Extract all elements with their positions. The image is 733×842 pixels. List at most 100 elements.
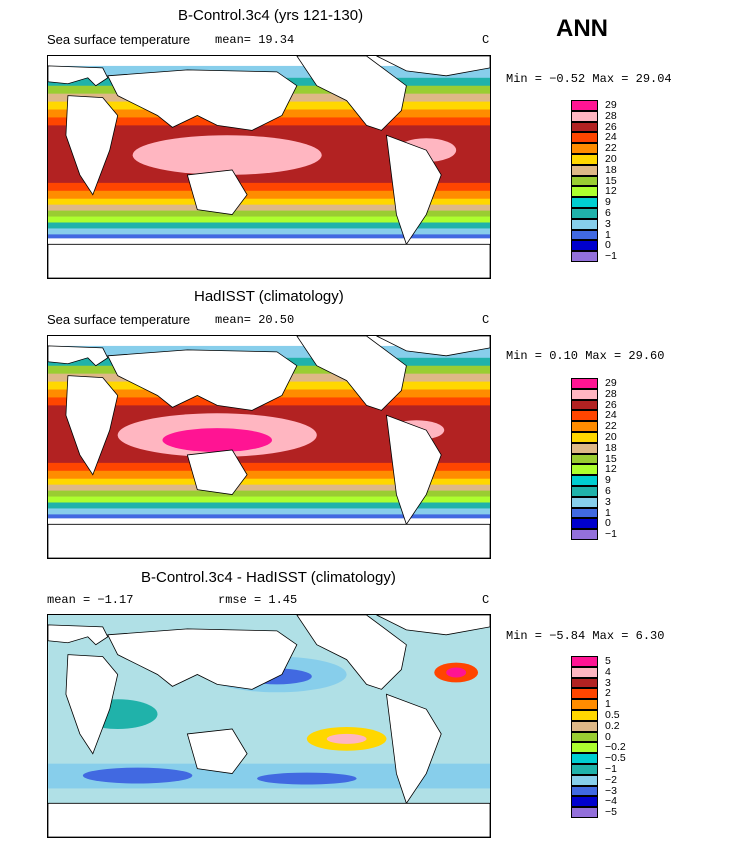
colorbar-label: 20: [605, 153, 617, 165]
colorbar-swatch: [571, 453, 598, 465]
colorbar-swatch: [571, 143, 598, 154]
colorbar-swatch: [571, 529, 598, 540]
panel1-title: B-Control.3c4 (yrs 121-130): [178, 7, 364, 24]
colorbar-swatch: [571, 240, 598, 252]
colorbar-label: 3: [605, 217, 611, 230]
colorbar-swatch: [571, 710, 598, 721]
season-label: ANN: [556, 15, 608, 42]
colorbar-label: 26: [605, 120, 617, 133]
colorbar-label: 9: [605, 474, 611, 487]
colorbar-label: −5: [605, 806, 617, 819]
panel2-title: HadISST (climatology): [194, 288, 344, 305]
colorbar-swatch: [571, 507, 598, 519]
colorbar-swatch: [571, 764, 598, 775]
colorbar-label: 26: [605, 398, 617, 411]
colorbar-label: 3: [605, 676, 611, 689]
colorbar-label: 3: [605, 495, 611, 508]
colorbar-label: 12: [605, 185, 617, 198]
colorbar-label: 20: [605, 431, 617, 443]
colorbar-label: 24: [605, 409, 617, 422]
panel2-variable-label: Sea surface temperature: [47, 312, 191, 327]
colorbar-swatch: [571, 421, 598, 432]
colorbar-label: −1: [605, 763, 617, 775]
colorbar-label: 22: [605, 142, 617, 155]
colorbar-swatch: [571, 154, 598, 165]
colorbar-swatch: [571, 720, 598, 732]
colorbar-swatch: [571, 688, 598, 700]
panel1-minmax: Min = −0.52 Max = 29.04: [506, 72, 672, 86]
colorbar-swatch: [571, 186, 598, 198]
colorbar-swatch: [571, 666, 598, 678]
colorbar-label: 15: [605, 174, 617, 187]
panel2-sst-map: [47, 335, 491, 559]
panel2-minmax: Min = 0.10 Max = 29.60: [506, 349, 665, 363]
colorbar-swatch: [571, 656, 598, 667]
colorbar-label: 15: [605, 452, 617, 465]
colorbar-swatch: [571, 121, 598, 133]
colorbar-swatch: [571, 197, 598, 208]
colorbar-swatch: [571, 110, 598, 122]
panel3-units: C: [482, 593, 490, 607]
colorbar-label: 6: [605, 485, 611, 497]
panel2-mean: mean= 20.50: [215, 313, 295, 327]
colorbar-swatch: [571, 251, 598, 262]
colorbar-label: 24: [605, 131, 617, 144]
colorbar-swatch: [571, 475, 598, 486]
colorbar-label: 29: [605, 377, 617, 389]
colorbar-label: 18: [605, 441, 617, 454]
colorbar-swatch: [571, 378, 598, 389]
colorbar-swatch: [571, 218, 598, 230]
colorbar-swatch: [571, 731, 598, 743]
panel3-title: B-Control.3c4 - HadISST (climatology): [141, 569, 396, 586]
panel3-mean: mean = −1.17: [47, 593, 134, 607]
colorbar-swatch: [571, 486, 598, 497]
colorbar-label: 28: [605, 387, 617, 400]
colorbar-label: 5: [605, 655, 611, 667]
panel1-sst-map: [47, 55, 491, 279]
colorbar-label: 6: [605, 207, 611, 219]
colorbar-swatch: [571, 796, 598, 808]
colorbar-label: 0: [605, 730, 611, 743]
colorbar-label: 12: [605, 463, 617, 476]
panel1-units: C: [482, 33, 490, 47]
colorbar-swatch: [571, 464, 598, 476]
colorbar-swatch: [571, 432, 598, 443]
colorbar-swatch: [571, 410, 598, 422]
panel3-rmse: rmse = 1.45: [218, 593, 298, 607]
panel3-minmax: Min = −5.84 Max = 6.30: [506, 629, 665, 643]
colorbar-label: 0: [605, 517, 611, 530]
colorbar-label: −1: [605, 528, 617, 541]
colorbar-swatch: [571, 699, 598, 710]
colorbar-swatch: [571, 100, 598, 111]
panel1-mean: mean= 19.34: [215, 33, 295, 47]
panel3-diff-map: [47, 614, 491, 838]
colorbar-label: −3: [605, 784, 617, 797]
colorbar-label: −4: [605, 795, 617, 808]
colorbar-label: −0.5: [605, 752, 626, 765]
colorbar-label: 28: [605, 109, 617, 122]
colorbar-label: −1: [605, 250, 617, 263]
colorbar-label: 2: [605, 687, 611, 700]
colorbar-swatch: [571, 774, 598, 786]
colorbar-label: 22: [605, 420, 617, 433]
panel1-variable-label: Sea surface temperature: [47, 32, 191, 47]
colorbar-label: 1: [605, 506, 611, 519]
colorbar-swatch: [571, 175, 598, 187]
colorbar-label: 1: [605, 698, 611, 711]
colorbar-label: 0: [605, 239, 611, 252]
colorbar-label: 0.5: [605, 709, 620, 721]
colorbar-label: 1: [605, 228, 611, 241]
colorbar-label: 9: [605, 196, 611, 209]
colorbar-swatch: [571, 807, 598, 818]
colorbar-swatch: [571, 442, 598, 454]
colorbar-swatch: [571, 518, 598, 530]
colorbar-swatch: [571, 388, 598, 400]
colorbar-swatch: [571, 677, 598, 689]
colorbar-label: 4: [605, 665, 611, 678]
colorbar-swatch: [571, 229, 598, 241]
colorbar-label: 0.2: [605, 719, 620, 732]
colorbar-swatch: [571, 164, 598, 176]
colorbar-swatch: [571, 208, 598, 219]
colorbar-swatch: [571, 742, 598, 754]
panel2-units: C: [482, 313, 490, 327]
